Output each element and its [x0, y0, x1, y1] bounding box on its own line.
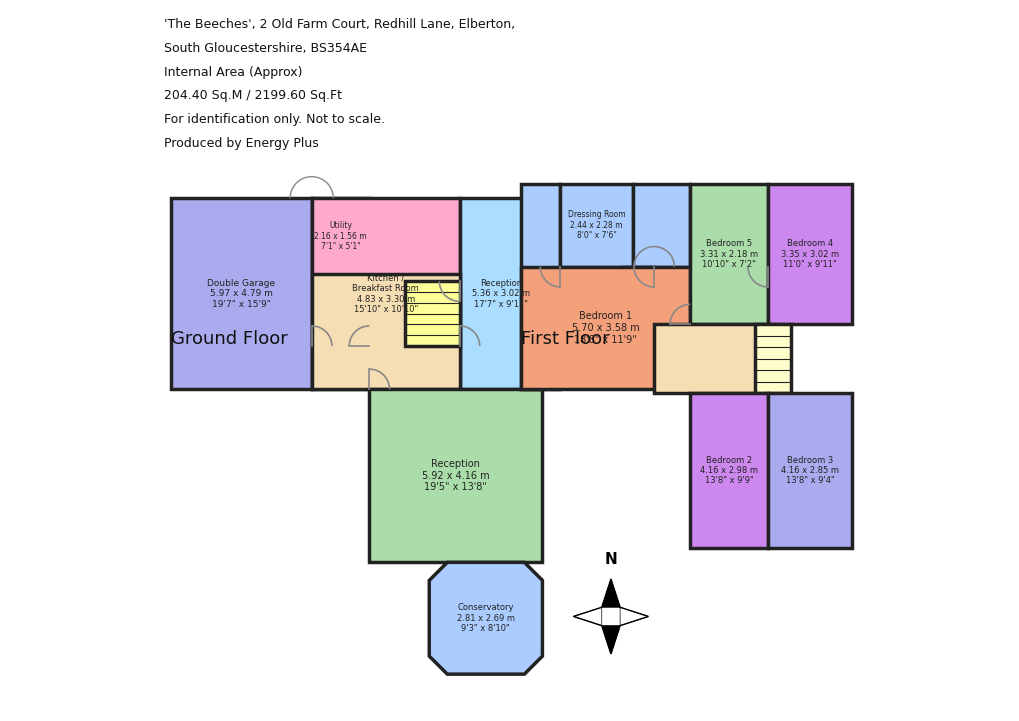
- Bar: [767, 393, 852, 548]
- Text: First Floor: First Floor: [521, 330, 608, 348]
- Bar: [369, 389, 542, 562]
- Text: Bedroom 2
4.16 x 2.98 m
13'8" x 9'9": Bedroom 2 4.16 x 2.98 m 13'8" x 9'9": [699, 456, 757, 485]
- Text: N: N: [604, 552, 616, 567]
- Polygon shape: [429, 562, 542, 674]
- Text: Internal Area (Approx): Internal Area (Approx): [164, 66, 302, 79]
- Text: Reception
5.36 x 3.02 m
17'7" x 9'11": Reception 5.36 x 3.02 m 17'7" x 9'11": [472, 279, 530, 309]
- Text: Bedroom 3
4.16 x 2.85 m
13'8" x 9'4": Bedroom 3 4.16 x 2.85 m 13'8" x 9'4": [781, 456, 839, 485]
- Bar: [406, 281, 460, 346]
- Bar: [559, 184, 632, 267]
- Text: Produced by Energy Plus: Produced by Energy Plus: [164, 137, 318, 150]
- Bar: [171, 198, 312, 389]
- Polygon shape: [601, 626, 620, 654]
- Text: Bedroom 5
3.31 x 2.18 m
10'10" x 7'2": Bedroom 5 3.31 x 2.18 m 10'10" x 7'2": [699, 239, 757, 269]
- Polygon shape: [573, 607, 601, 626]
- Bar: [622, 267, 653, 321]
- Bar: [690, 184, 767, 324]
- Text: Reception
5.92 x 4.16 m
19'5" x 13'8": Reception 5.92 x 4.16 m 19'5" x 13'8": [422, 459, 489, 492]
- Polygon shape: [601, 579, 620, 607]
- Bar: [754, 324, 791, 393]
- Bar: [312, 274, 460, 389]
- Text: Double Garage
5.97 x 4.79 m
19'7" x 15'9": Double Garage 5.97 x 4.79 m 19'7" x 15'9…: [207, 279, 275, 309]
- Text: 'The Beeches', 2 Old Farm Court, Redhill Lane, Elberton,: 'The Beeches', 2 Old Farm Court, Redhill…: [164, 18, 515, 31]
- Text: Bedroom 4
3.35 x 3.02 m
11'0" x 9'11": Bedroom 4 3.35 x 3.02 m 11'0" x 9'11": [781, 239, 839, 269]
- Text: Conservatory
2.81 x 2.69 m
9'3" x 8'10": Conservatory 2.81 x 2.69 m 9'3" x 8'10": [457, 603, 515, 633]
- Text: Utility
2.16 x 1.56 m
7'1" x 5'1": Utility 2.16 x 1.56 m 7'1" x 5'1": [314, 221, 367, 251]
- Bar: [312, 198, 460, 389]
- Text: 204.40 Sq.M / 2199.60 Sq.Ft: 204.40 Sq.M / 2199.60 Sq.Ft: [164, 89, 341, 102]
- Text: Kitchen /
Breakfast Room
4.83 x 3.30 m
15'10" x 10'10": Kitchen / Breakfast Room 4.83 x 3.30 m 1…: [352, 274, 419, 314]
- Text: For identification only. Not to scale.: For identification only. Not to scale.: [164, 113, 384, 126]
- Bar: [653, 324, 768, 393]
- Text: Ground Floor: Ground Floor: [171, 330, 287, 348]
- Bar: [690, 393, 767, 548]
- Bar: [521, 267, 690, 389]
- Bar: [521, 184, 559, 389]
- Text: South Gloucestershire, BS354AE: South Gloucestershire, BS354AE: [164, 42, 367, 55]
- Text: Dressing Room
2.44 x 2.28 m
8'0" x 7'6": Dressing Room 2.44 x 2.28 m 8'0" x 7'6": [568, 211, 625, 240]
- Bar: [767, 184, 852, 324]
- Bar: [632, 184, 690, 267]
- Text: Bedroom 1
5.70 x 3.58 m
18'8" x 11'9": Bedroom 1 5.70 x 3.58 m 18'8" x 11'9": [571, 311, 639, 345]
- Polygon shape: [620, 607, 648, 626]
- Bar: [460, 198, 542, 389]
- Bar: [312, 198, 369, 274]
